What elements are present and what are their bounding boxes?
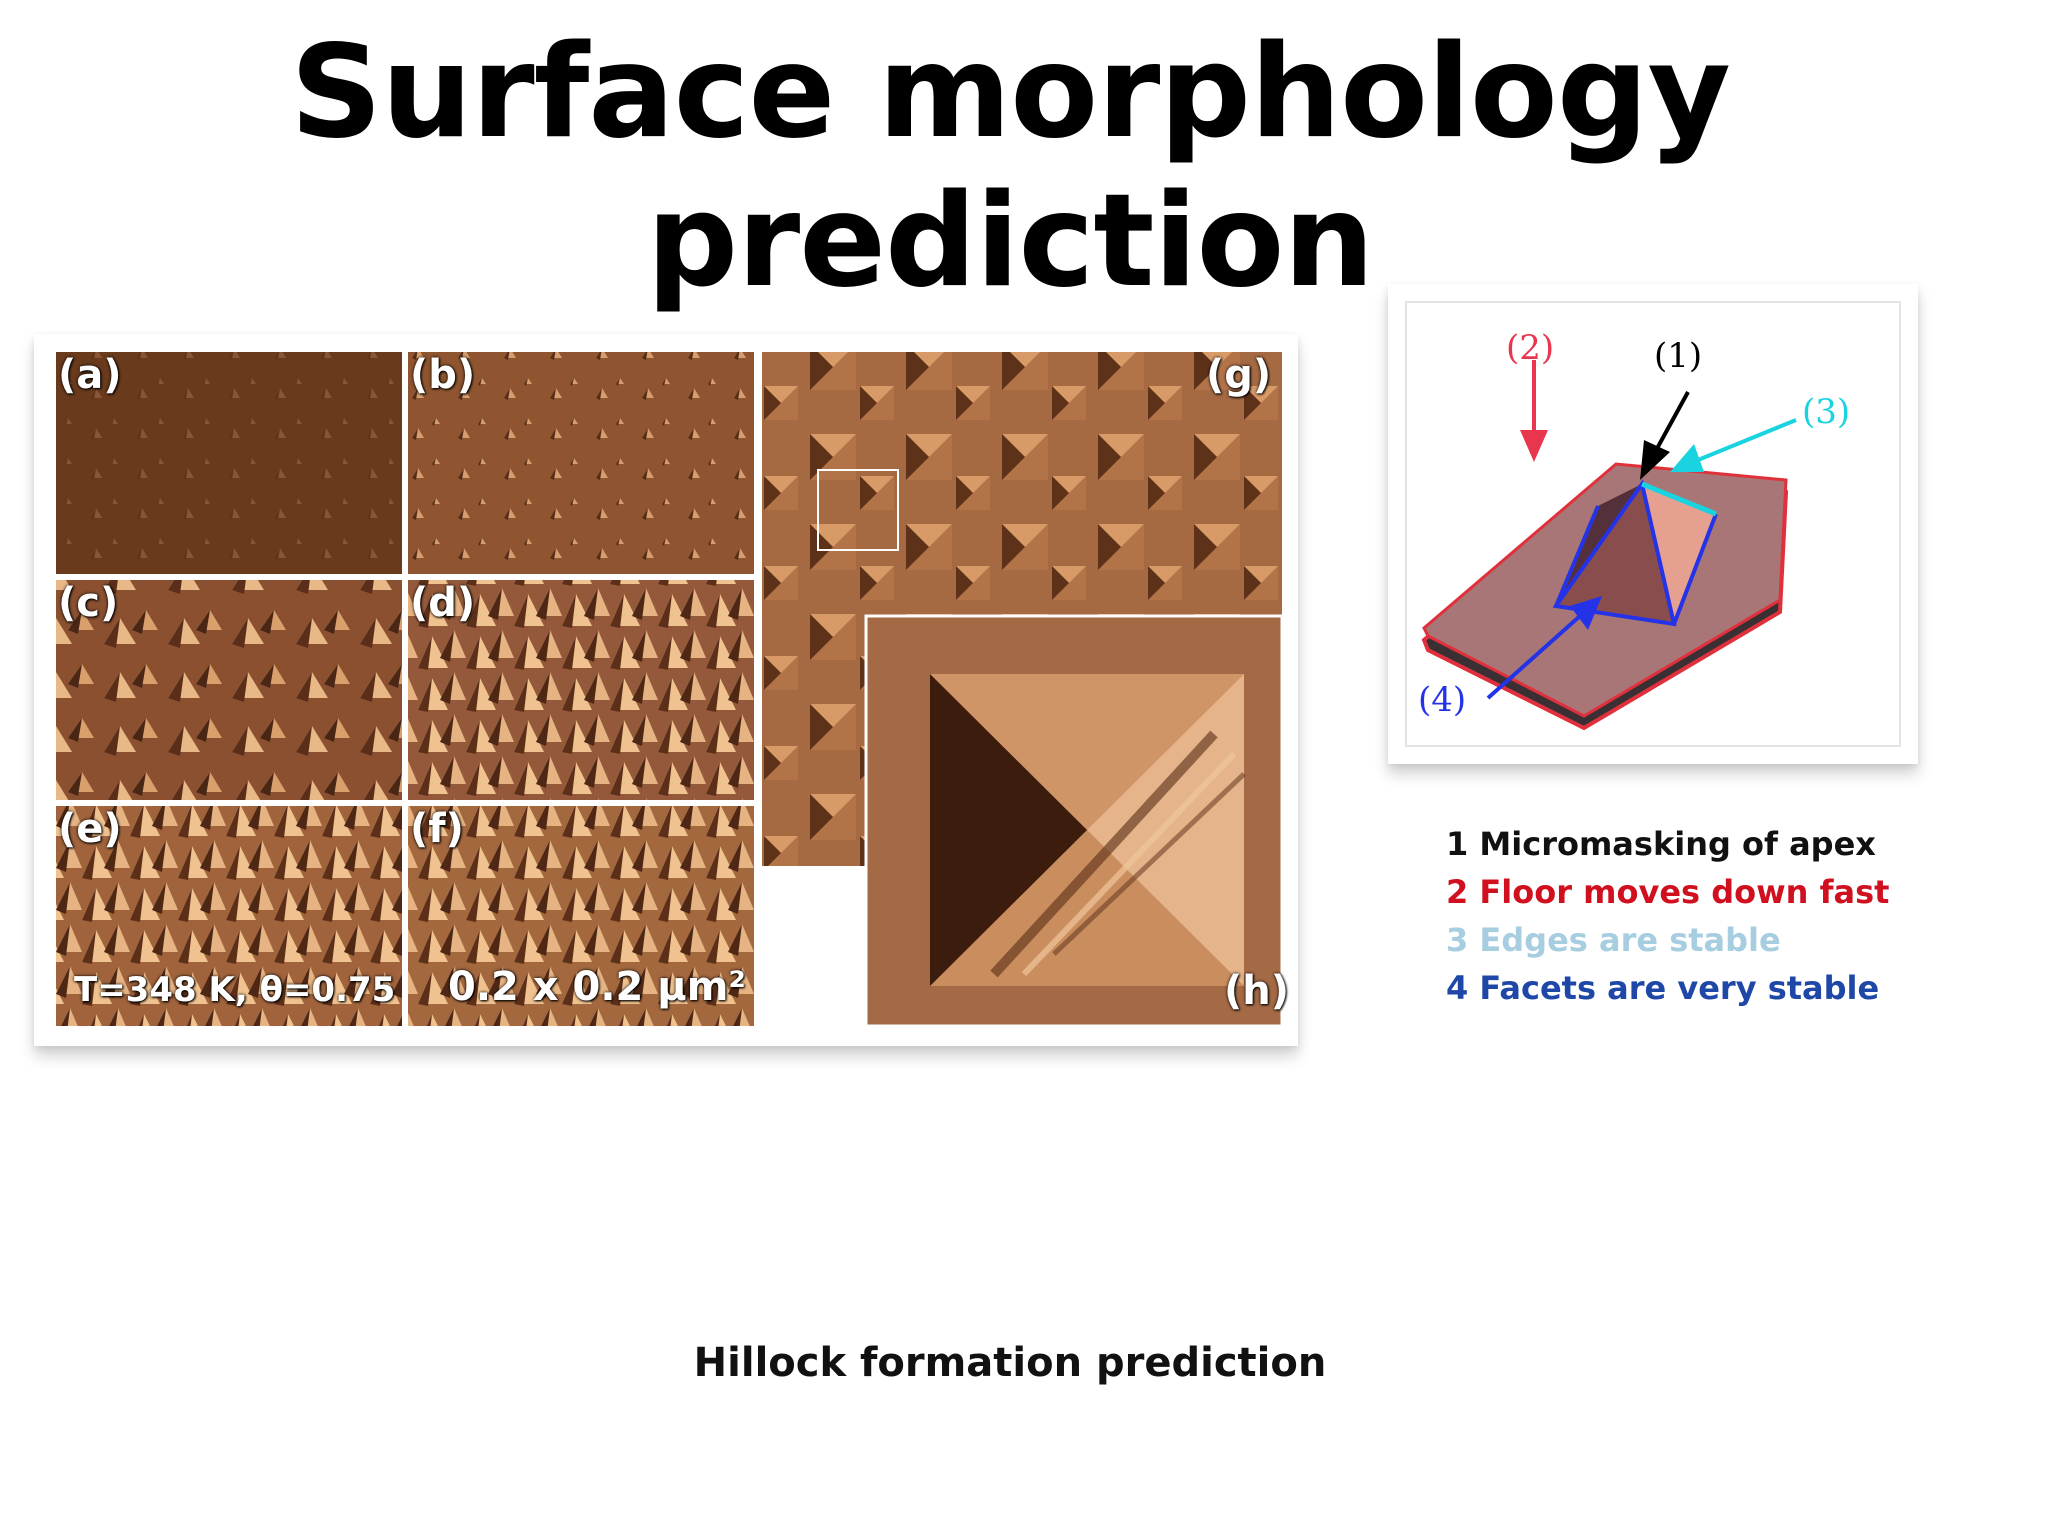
legend-item-facets: 4 Facets are very stable: [1446, 969, 1880, 1007]
panel-a: [56, 352, 402, 574]
legend-item-edges: 3 Edges are stable: [1446, 921, 1781, 959]
pyramid-diagram: (1) (2) (3) (4): [1388, 284, 1918, 764]
legend-item-micromasking: 1 Micromasking of apex: [1446, 825, 1876, 863]
panel-h: [864, 614, 1284, 1028]
panel-b: [408, 352, 754, 574]
panel-label-e: (e): [58, 806, 122, 852]
panel-label-b: (b): [410, 352, 476, 398]
diagram-legend: 1 Micromasking of apex 2 Floor moves dow…: [1446, 820, 1889, 1012]
panel-d: [408, 580, 754, 800]
diagram-marker-1: (1): [1654, 336, 1703, 376]
panel-f-scale: 0.2 x 0.2 μm²: [448, 964, 746, 1010]
pyramid-diagram-graphic: [1405, 301, 1901, 747]
diagram-marker-4: (4): [1418, 680, 1467, 720]
afm-panels-graphic: [56, 352, 1284, 1028]
panel-label-d: (d): [410, 580, 476, 626]
panel-label-a: (a): [58, 352, 122, 398]
panel-label-g: (g): [1206, 352, 1272, 398]
panel-label-c: (c): [58, 580, 119, 626]
slide-caption: Hillock formation prediction: [693, 1340, 1327, 1386]
panel-e-conditions: T=348 K, θ=0.75: [74, 970, 396, 1010]
panel-f: [408, 806, 754, 1026]
panel-c: [56, 580, 402, 800]
slide-title: Surface morphology prediction: [290, 18, 1731, 316]
diagram-marker-3: (3): [1802, 392, 1851, 432]
afm-figure: (a) (b) (c) (d) (e) (f) (g) (h) T=348 K,…: [34, 334, 1298, 1046]
panel-e: [56, 806, 402, 1026]
panel-label-f: (f): [410, 806, 464, 852]
legend-item-floor: 2 Floor moves down fast: [1446, 873, 1890, 911]
panel-label-h: (h): [1224, 968, 1290, 1014]
diagram-marker-2: (2): [1506, 328, 1555, 368]
